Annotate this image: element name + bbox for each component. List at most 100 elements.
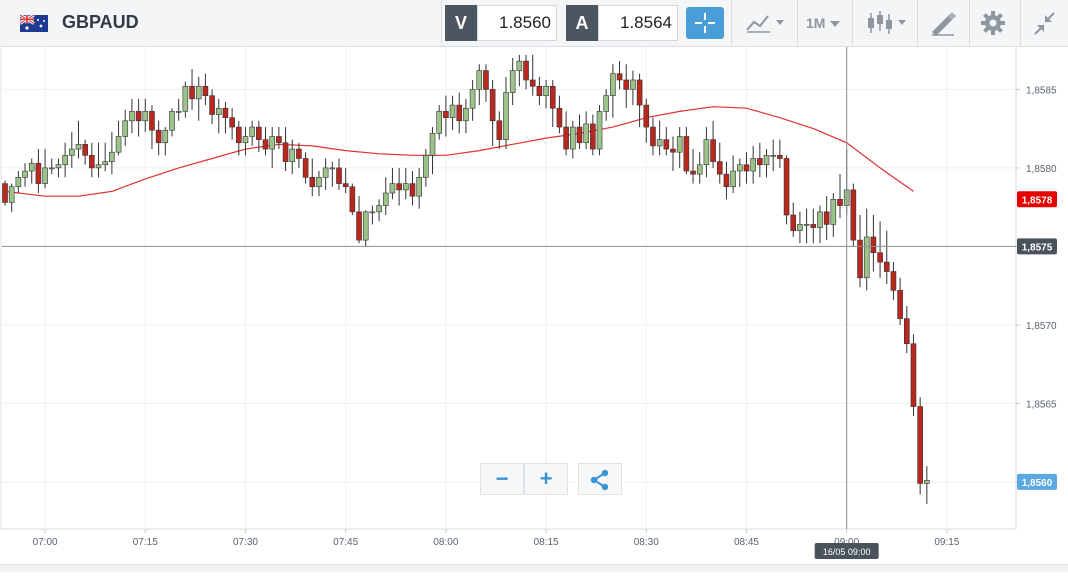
bull-candle (122, 120, 129, 137)
bull-candle (610, 73, 616, 96)
zoom-out-button[interactable]: − (480, 463, 524, 495)
y-tick-label: 1,8565 (1026, 399, 1057, 410)
bull-candle (322, 167, 329, 178)
bull-candle (142, 111, 149, 122)
buy-price[interactable]: 1.8564 (620, 13, 672, 32)
x-tick-label: 08:15 (534, 537, 559, 548)
crosshair-button[interactable] (686, 7, 724, 39)
x-tick-label: 09:15 (934, 537, 959, 548)
bear-candle (496, 120, 503, 140)
bull-candle (362, 211, 369, 241)
bull-candle (863, 236, 870, 279)
bear-candle (89, 155, 95, 169)
bear-candle (903, 318, 910, 345)
bull-candle (242, 136, 249, 144)
sell-price[interactable]: 1.8560 (499, 13, 551, 32)
collapse-button[interactable] (1030, 8, 1060, 38)
bull-candle (656, 139, 663, 147)
bull-candle (596, 111, 603, 150)
x-tick-label: 08:30 (634, 537, 659, 548)
bull-candle (509, 70, 516, 93)
bull-candle (195, 85, 202, 100)
bull-candle (429, 133, 436, 156)
bear-candle (489, 89, 496, 122)
zoom-in-button[interactable]: + (524, 463, 568, 495)
crosshair-price-tag-box (1017, 238, 1057, 255)
x-tick-label: 07:30 (233, 537, 258, 548)
bull-candle (22, 170, 28, 178)
chart-type-button[interactable] (864, 8, 910, 38)
timeframe-label: 1M (806, 15, 826, 31)
bull-candle (463, 107, 469, 122)
bear-candle (710, 139, 716, 162)
ma-price-tag-box (1017, 191, 1057, 208)
share-button[interactable] (578, 463, 622, 495)
bull-candle (69, 148, 75, 156)
bear-candle (743, 164, 750, 172)
chart-area[interactable]: 1,8585 1,8580 1,8575 1,8570 1,8565 1,8560 07:0… (0, 47, 1068, 571)
bear-candle (483, 70, 489, 90)
bear-candle (549, 85, 556, 109)
last-price-tag: 1,8560 (1022, 478, 1053, 489)
bear-candle (590, 123, 596, 150)
bear-candle (262, 139, 269, 150)
draw-tools-button[interactable] (928, 8, 958, 38)
bear-candle (443, 111, 449, 118)
bear-candle (790, 214, 797, 231)
bear-candle (135, 111, 142, 122)
indicators-button[interactable] (744, 8, 790, 38)
bear-candle (723, 173, 730, 188)
instrument-symbol: GBPAUD (62, 12, 139, 32)
bear-candle (917, 406, 923, 484)
bear-candle (883, 261, 890, 272)
bull-candle (175, 111, 182, 113)
sell-price-box[interactable] (477, 5, 557, 41)
bear-candle (396, 183, 402, 191)
bear-candle (823, 211, 830, 225)
bear-candle (643, 104, 650, 128)
bull-candle (8, 186, 15, 203)
ma-price-tag: 1,8578 (1022, 195, 1053, 206)
bull-candle (630, 79, 636, 90)
bull-candle (289, 148, 296, 162)
bull-candle (28, 162, 35, 172)
bull-candle (436, 111, 443, 134)
toolbar-divider (969, 0, 970, 46)
bull-candle (162, 129, 169, 144)
bull-candle (169, 111, 175, 131)
bear-candle (222, 107, 229, 118)
settings-button[interactable] (979, 8, 1009, 38)
buy-price-box[interactable] (598, 5, 678, 41)
gear-icon (981, 11, 1005, 35)
crosshair-icon (695, 13, 715, 33)
bull-candle (416, 177, 422, 197)
buy-tag[interactable]: A (566, 5, 598, 41)
bull-candle (476, 70, 483, 90)
y-tick-label: 1,8585 (1026, 85, 1057, 96)
candlestick-chart[interactable]: 1,8585 1,8580 1,8575 1,8570 1,8565 1,8560 07:0… (0, 47, 1068, 571)
bear-candle (296, 148, 302, 159)
bear-candle (409, 183, 416, 197)
toolbar-divider (917, 0, 918, 46)
bull-candle (48, 167, 55, 170)
bull-candle (803, 224, 810, 226)
bear-candle (716, 161, 723, 175)
bear-candle (523, 60, 529, 81)
bull-candle (102, 161, 108, 166)
bear-candle (576, 126, 583, 144)
bull-candle (402, 183, 409, 191)
bear-candle (82, 144, 88, 156)
bull-candle (924, 480, 930, 484)
toolbar-divider (852, 0, 853, 46)
bull-candle (676, 136, 683, 153)
sell-tag[interactable]: V (445, 5, 477, 41)
toolbar-divider (731, 0, 732, 46)
bear-candle (356, 211, 362, 241)
footer-bar (0, 564, 1068, 572)
timeframe-button[interactable]: 1M (806, 8, 846, 38)
bull-candle (750, 158, 756, 172)
bull-candle (55, 164, 62, 169)
bear-candle (663, 139, 670, 150)
bull-candle (249, 126, 255, 137)
bear-candle (155, 129, 162, 144)
